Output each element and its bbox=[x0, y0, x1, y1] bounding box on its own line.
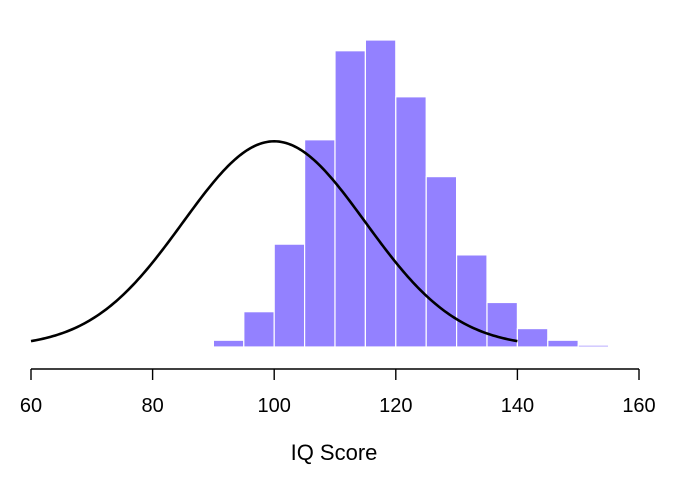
x-tick-label: 140 bbox=[501, 395, 534, 417]
histogram-bar bbox=[304, 139, 336, 348]
histogram-bar bbox=[486, 301, 518, 348]
histogram-bar bbox=[182, 345, 214, 348]
histogram-bar bbox=[425, 176, 458, 348]
histogram-bar bbox=[456, 254, 488, 348]
histogram-bar bbox=[243, 311, 275, 348]
histogram-bar bbox=[212, 339, 245, 348]
histogram-bar bbox=[273, 243, 306, 348]
x-tick-label: 160 bbox=[622, 395, 655, 417]
x-tick-label: 60 bbox=[20, 395, 42, 417]
histogram-bar bbox=[395, 96, 427, 348]
histogram-bar bbox=[547, 339, 579, 348]
x-tick-label: 100 bbox=[258, 395, 291, 417]
x-axis: 60 80 100 120 140 160 bbox=[20, 368, 656, 417]
histogram-bar bbox=[516, 327, 549, 348]
histogram-bar bbox=[364, 39, 397, 348]
x-tick-label: 80 bbox=[141, 395, 163, 417]
normal-curve bbox=[30, 140, 518, 343]
x-tick-label: 120 bbox=[379, 395, 412, 417]
histogram-bar bbox=[577, 344, 610, 348]
histogram-bar bbox=[334, 50, 366, 348]
histogram-bars bbox=[182, 39, 610, 348]
x-axis-title: IQ Score bbox=[291, 440, 378, 465]
